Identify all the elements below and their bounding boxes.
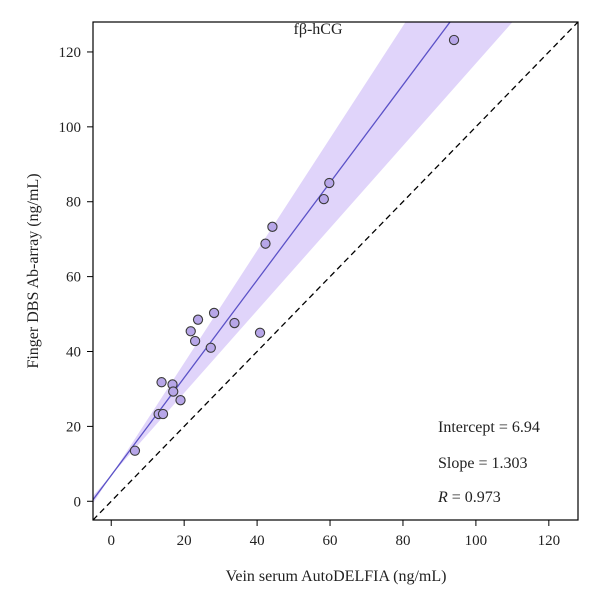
data-point	[129, 445, 141, 456]
plot-area	[93, 22, 578, 520]
data-point	[208, 307, 220, 319]
x-tick-label: 20	[177, 533, 192, 549]
data-point	[189, 335, 201, 347]
identity-line	[93, 22, 578, 520]
data-point	[156, 377, 167, 388]
y-tick-label: 40	[66, 345, 81, 361]
data-point	[205, 342, 216, 353]
data-point	[318, 193, 329, 205]
slope-annotation: Slope = 1.303	[438, 455, 527, 472]
x-tick-label: 120	[538, 533, 561, 549]
y-tick-label: 0	[74, 494, 82, 510]
y-axis-label: Finger DBS Ab-array (ng/mL)	[25, 173, 42, 368]
x-tick-label: 100	[465, 533, 488, 549]
data-point	[229, 317, 240, 329]
x-tick-label: 60	[323, 533, 338, 549]
data-point	[157, 408, 169, 420]
x-tick-label: 40	[250, 533, 265, 549]
x-tick-label: 0	[107, 533, 115, 549]
data-point	[267, 221, 278, 232]
y-tick-label: 80	[66, 195, 81, 211]
data-point	[448, 34, 460, 46]
plot-frame	[92, 21, 579, 521]
data-point	[168, 386, 179, 397]
data-point	[185, 326, 196, 337]
r-annotation: R = 0.973	[437, 489, 501, 506]
y-tick-label: 120	[59, 45, 82, 61]
data-point	[324, 177, 335, 189]
data-point	[192, 314, 204, 325]
data-point	[175, 395, 186, 406]
x-tick-label: 80	[395, 533, 410, 549]
data-point	[260, 238, 271, 249]
intercept-annotation: Intercept = 6.94	[438, 419, 540, 436]
axes: 0 20 40 60 80 100 120 0 20 40 60 80 100 120	[59, 45, 561, 549]
y-tick-label: 60	[66, 270, 81, 286]
y-tick-label: 100	[59, 120, 82, 136]
x-axis-label: Vein serum AutoDELFIA (ng/mL)	[226, 568, 447, 585]
data-point	[254, 327, 266, 338]
y-tick-label: 20	[66, 419, 81, 435]
chart-title: fβ-hCG	[293, 21, 342, 38]
